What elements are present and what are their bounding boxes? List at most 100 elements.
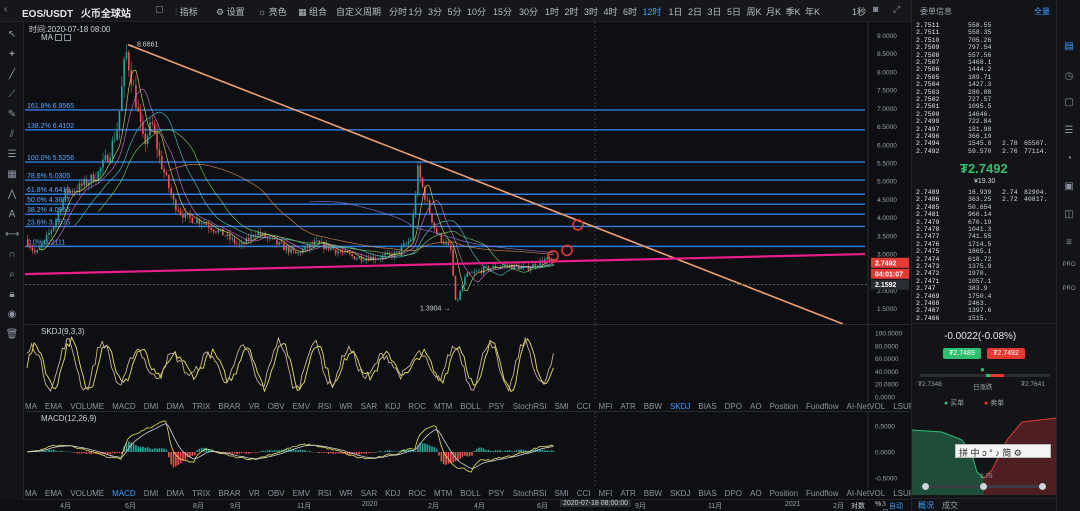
order-row[interactable]: 2.7481 966.14 xyxy=(912,211,1057,218)
indicator-tab[interactable]: AO xyxy=(750,402,762,411)
refresh-interval[interactable]: 1秒 xyxy=(852,7,867,17)
indicator-tab[interactable]: BIAS xyxy=(698,489,717,498)
layout-button[interactable]: ▦ 组合 xyxy=(298,7,328,17)
indicator-tab[interactable]: AO xyxy=(750,489,762,498)
indicator-tab[interactable]: DMI xyxy=(143,489,159,498)
indicator-tab[interactable]: BRAR xyxy=(218,402,241,411)
indicator-tab[interactable]: Position xyxy=(769,402,799,411)
period-7[interactable]: 1时 xyxy=(545,7,560,17)
indicator-tab[interactable]: OBV xyxy=(267,489,285,498)
indicator-tab[interactable]: MA xyxy=(25,402,37,411)
indicator-tab[interactable]: SMI xyxy=(554,489,569,498)
fullscreen-icon[interactable]: ▢ xyxy=(155,4,164,14)
order-row[interactable]: 2.7485 50.654 xyxy=(912,204,1057,211)
best-ask-button[interactable]: ₮2.7492 xyxy=(987,348,1025,359)
best-bid-button[interactable]: ₮2.7489 xyxy=(943,348,981,359)
indicator-tab[interactable]: EMA xyxy=(45,402,63,411)
period-6[interactable]: 30分 xyxy=(519,7,539,17)
skdj-pane[interactable]: 100.0000 80.0000 60.0000 40.0000 20.0000 0.00… xyxy=(25,324,910,402)
period-14[interactable]: 2日 xyxy=(688,7,703,17)
indicator-tab[interactable]: BBW xyxy=(643,402,662,411)
indicator-tab[interactable]: VOLUME xyxy=(70,489,105,498)
order-row[interactable]: 2.7503 280.08 xyxy=(912,89,1057,96)
period-17[interactable]: 周K xyxy=(746,7,762,17)
eye-toggle-icon[interactable] xyxy=(54,34,62,42)
tab-overview[interactable]: 概况 xyxy=(918,501,934,510)
indicator-tab[interactable]: BOLL xyxy=(460,489,481,498)
indicator-tab[interactable]: ATR xyxy=(620,489,636,498)
period-13[interactable]: 1日 xyxy=(668,7,683,17)
indicator-tab[interactable]: BIAS xyxy=(698,402,717,411)
signal-icon[interactable]: ≡ xyxy=(1066,237,1072,248)
indicator-tab[interactable]: TRIX xyxy=(192,489,211,498)
period-1[interactable]: 1分 xyxy=(408,7,423,17)
period-9[interactable]: 3时 xyxy=(584,7,599,17)
indicator-tab[interactable]: DMI xyxy=(143,402,159,411)
period-3[interactable]: 5分 xyxy=(447,7,462,17)
measure-tool-icon[interactable]: ⟷ xyxy=(5,229,20,240)
orderbook-icon[interactable]: ▤ xyxy=(1064,41,1074,52)
order-row[interactable]: 2.7466 1515. xyxy=(912,315,1057,322)
order-row[interactable]: 2.7505 189.71 xyxy=(912,74,1057,81)
indicator-tab[interactable]: RSI xyxy=(318,402,332,411)
indicator-tab[interactable]: DPO xyxy=(724,489,742,498)
indicator-tab[interactable]: StochRSI xyxy=(512,402,547,411)
indicator-tab[interactable]: Fundflow xyxy=(806,489,839,498)
settings-button[interactable]: ⚙ 设置 xyxy=(216,7,245,17)
text-tool-icon[interactable]: A xyxy=(8,209,16,220)
cursor-icon[interactable]: ↖ xyxy=(7,29,17,40)
order-row[interactable]: 2.7508 557.56 xyxy=(912,52,1057,59)
period-5[interactable]: 15分 xyxy=(493,7,513,17)
indicator-tab[interactable]: DMA xyxy=(166,489,185,498)
indicator-tab[interactable]: SAR xyxy=(360,489,378,498)
order-row[interactable]: 2.7476 1714.5 xyxy=(912,241,1057,248)
price-chart-canvas[interactable]: 161.8% 6.9565 138.2% 6.4102 100.0% 5.5256 7… xyxy=(25,22,910,324)
pro-badge-icon[interactable]: PRO xyxy=(1062,262,1076,268)
order-row[interactable]: 2.7510 705.26 xyxy=(912,37,1057,44)
indicator-tab[interactable]: LSUR xyxy=(893,402,915,411)
order-row[interactable]: 2.7471 1057.1 xyxy=(912,278,1057,285)
indicator-tab[interactable]: EMV xyxy=(292,489,310,498)
period-10[interactable]: 4时 xyxy=(603,7,618,17)
full-depth-button[interactable]: 全量 xyxy=(1034,7,1050,16)
indicator-tab[interactable]: ATR xyxy=(620,402,636,411)
bell-icon[interactable]: ◔ xyxy=(1065,153,1073,164)
tab-trades[interactable]: 成交 xyxy=(942,501,958,510)
indicator-tab[interactable]: MACD xyxy=(112,402,136,411)
indicator-tab[interactable]: WR xyxy=(339,402,353,411)
period-20[interactable]: 年K xyxy=(805,7,821,17)
indicator-tab[interactable]: KDJ xyxy=(385,402,401,411)
indicator-tab[interactable]: OBV xyxy=(267,402,285,411)
indicator-tab[interactable]: DMA xyxy=(166,402,185,411)
grid-tool-icon[interactable]: ▦ xyxy=(7,169,17,180)
order-row[interactable]: 2.7489 16.939 2.74 82904. xyxy=(912,189,1057,196)
indicator-tab[interactable]: SKDJ xyxy=(669,489,691,498)
crosshair-icon[interactable]: + xyxy=(9,49,15,60)
order-row[interactable]: 2.7506 1444.2 xyxy=(912,66,1057,73)
order-row[interactable]: 2.7500 14646. xyxy=(912,111,1057,118)
channel-tool-icon[interactable]: ⫽ xyxy=(9,129,15,140)
period-16[interactable]: 5日 xyxy=(727,7,742,17)
order-row[interactable]: 2.7501 1095.5 xyxy=(912,103,1057,110)
pro-badge-2-icon[interactable]: PRO xyxy=(1062,286,1076,292)
skdj-canvas[interactable]: 100.0000 80.0000 60.0000 40.0000 20.0000 0.00… xyxy=(25,325,910,402)
indicator-tab[interactable]: ROC xyxy=(408,402,427,411)
indicator-tab[interactable]: BRAR xyxy=(218,489,241,498)
trash-icon[interactable]: 🗑︎ xyxy=(5,329,19,340)
order-row[interactable]: 2.7478 1041.3 xyxy=(912,226,1057,233)
indicator-tab[interactable]: MTM xyxy=(434,402,453,411)
indicator-tab[interactable]: VR xyxy=(248,402,260,411)
period-4[interactable]: 10分 xyxy=(467,7,487,17)
indicator-tab[interactable]: RSI xyxy=(318,489,332,498)
order-row[interactable]: 2.7477 741.55 xyxy=(912,233,1057,240)
indicator-tab[interactable]: StochRSI xyxy=(512,489,547,498)
percent-scale-button[interactable]: % xyxy=(875,501,882,508)
order-row[interactable]: 2.7509 797.54 xyxy=(912,44,1057,51)
order-row[interactable]: 2.7475 1865.1 xyxy=(912,248,1057,255)
indicator-tab[interactable]: KDJ xyxy=(385,489,401,498)
order-row[interactable]: 2.7511 558.55 xyxy=(912,22,1057,29)
indicator-tab[interactable]: Position xyxy=(769,489,799,498)
period-8[interactable]: 2时 xyxy=(564,7,579,17)
custom-period-button[interactable]: 自定义周期 xyxy=(336,7,382,17)
order-row[interactable]: 2.7504 1427.3 xyxy=(912,81,1057,88)
